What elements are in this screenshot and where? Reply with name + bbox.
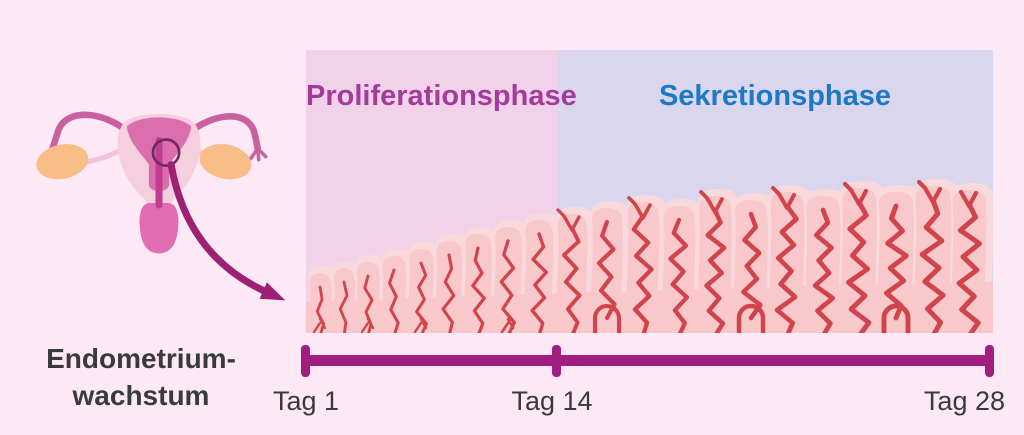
figure-title: Endometrium- wachstum [10,341,272,415]
figure-title-line2: wachstum [72,379,210,411]
spiral-artery-icon [471,246,486,333]
timeline-tick-day1 [301,345,310,377]
figure-title-line1: Endometrium- [46,343,236,374]
spiral-artery-icon [561,226,582,333]
spiral-artery-icon [388,268,400,333]
timeline-axis [303,355,992,366]
fallopian-tube-right-icon [185,113,261,152]
ovary-left-icon [36,144,89,180]
spiral-artery-icon [596,219,617,321]
spiral-artery-icon [956,201,982,333]
spiral-artery-icon [363,274,374,333]
spiral-artery-icon [415,261,428,333]
spiral-artery-icon [631,213,654,333]
secretion-phase-label: Sekretionsphase [658,80,892,112]
spiral-artery-icon [499,239,516,333]
proliferation-phase-label: Proliferationsphase [306,80,577,112]
spiral-artery-icon [812,207,836,333]
spiral-artery-icon [846,199,872,333]
spiral-artery-icon [774,203,799,333]
ovary-right-icon [199,144,252,180]
spiral-artery-icon [741,211,763,321]
uterus-illustration [36,111,286,301]
timeline-tick-day28 [985,345,994,377]
spiral-artery-icon [668,217,690,333]
spiral-artery-icon [315,285,325,333]
arrow-to-detail-icon [167,161,286,301]
magnifier-circle-icon [151,138,181,168]
spiral-artery-icon [530,232,548,333]
tick-label-day28: Tag 28 [923,386,1005,416]
tick-label-day14: Tag 14 [511,386,593,416]
spiral-artery-icon [919,197,946,333]
cervix-vagina-icon [139,202,179,254]
spiral-artery-icon [441,253,456,333]
spiral-artery-icon [338,280,349,333]
spiral-artery-icon [704,207,727,333]
timeline-tick-day14 [552,345,561,377]
spiral-artery-icon [883,203,909,321]
endometrium-growth-figure [306,179,993,333]
fallopian-tube-left-icon [48,111,133,153]
fimbriae-right-icon [248,146,268,162]
tick-label-day1: Tag 1 [272,386,340,416]
